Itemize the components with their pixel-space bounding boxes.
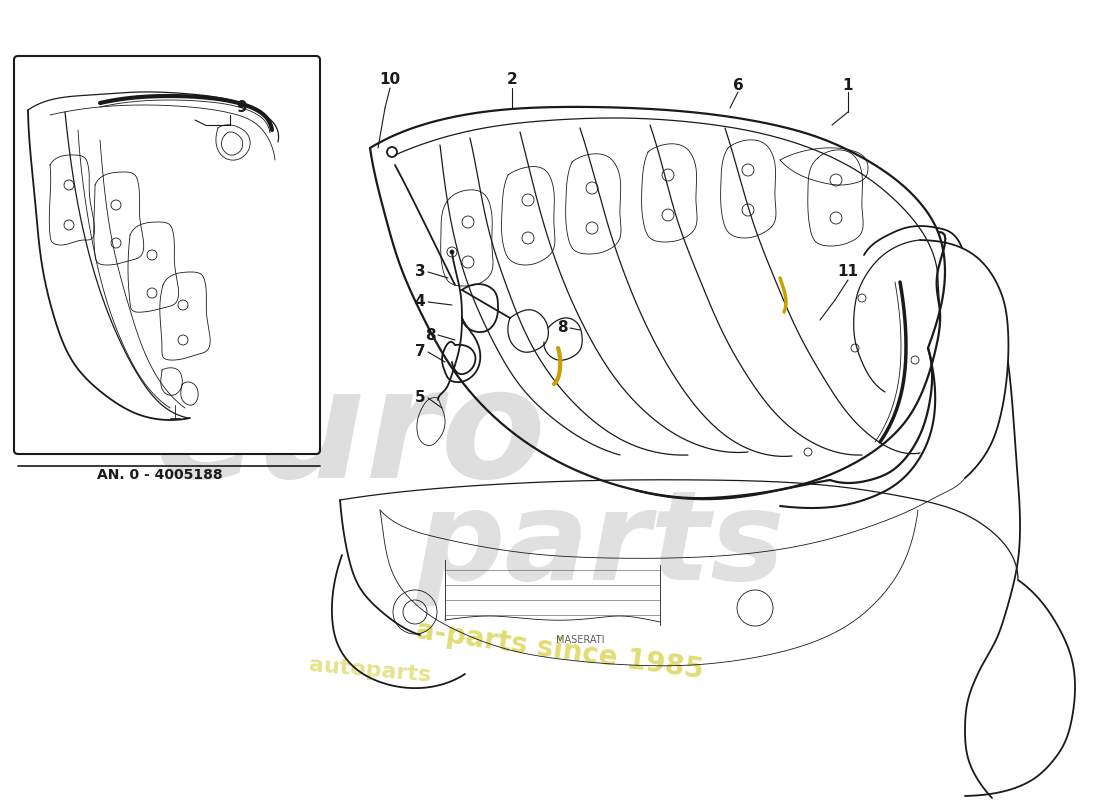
Text: euro: euro — [154, 361, 547, 510]
FancyBboxPatch shape — [14, 56, 320, 454]
Text: 4: 4 — [415, 294, 426, 310]
Text: 5: 5 — [415, 390, 426, 406]
Text: 6: 6 — [733, 78, 744, 93]
Text: 3: 3 — [415, 265, 426, 279]
Text: autoparts: autoparts — [308, 654, 432, 686]
Text: 8: 8 — [425, 327, 436, 342]
Text: a-parts since 1985: a-parts since 1985 — [415, 616, 706, 684]
Text: 11: 11 — [837, 265, 858, 279]
Text: parts: parts — [415, 485, 784, 606]
Circle shape — [450, 250, 454, 254]
Text: 9: 9 — [236, 101, 248, 115]
Text: 1: 1 — [843, 78, 854, 93]
Text: 8: 8 — [557, 321, 568, 335]
Text: 2: 2 — [507, 73, 517, 87]
Text: MASERATI: MASERATI — [556, 635, 604, 645]
Text: 10: 10 — [379, 73, 400, 87]
Text: 7: 7 — [415, 345, 426, 359]
Text: AN. 0 - 4005188: AN. 0 - 4005188 — [97, 468, 223, 482]
